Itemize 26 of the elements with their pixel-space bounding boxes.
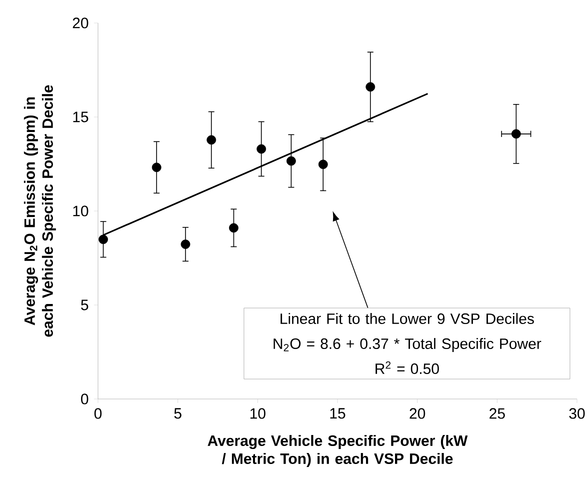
point [286,156,296,166]
point [511,129,521,139]
x-axis-title: Average Vehicle Specific Power (kW / Metric Ton) in each VSP Decile [208,435,468,467]
y-tick-label: 5 [81,300,88,310]
point [152,162,162,172]
point [206,135,216,145]
point [318,160,328,170]
annotation: Linear Fit to the Lower 9 VSP Deciles [280,313,534,324]
x-tick-label: 10 [250,408,266,419]
x-tick-label: 5 [174,408,182,419]
point [229,223,238,233]
x-tick-label: 0 [94,408,102,419]
y-tick-label: 20 [72,18,88,28]
point [98,234,108,244]
annotation: N$_{2}$O = 8.6 + 0.37 * Total Specific Power [274,338,542,352]
x-tick-label: 15 [330,408,346,419]
point [256,144,266,154]
x-tick-label: 20 [410,408,426,419]
y-tick-label: 15 [73,112,88,122]
x-tick-label: 25 [490,408,505,419]
y-tick-label: 10 [73,206,88,216]
point [180,240,190,249]
y-tick-label: 0 [81,394,88,404]
x-tick-label: 30 [569,408,585,419]
point [366,82,376,92]
annotation: R$^{2}$ = 0.50 [376,361,439,374]
